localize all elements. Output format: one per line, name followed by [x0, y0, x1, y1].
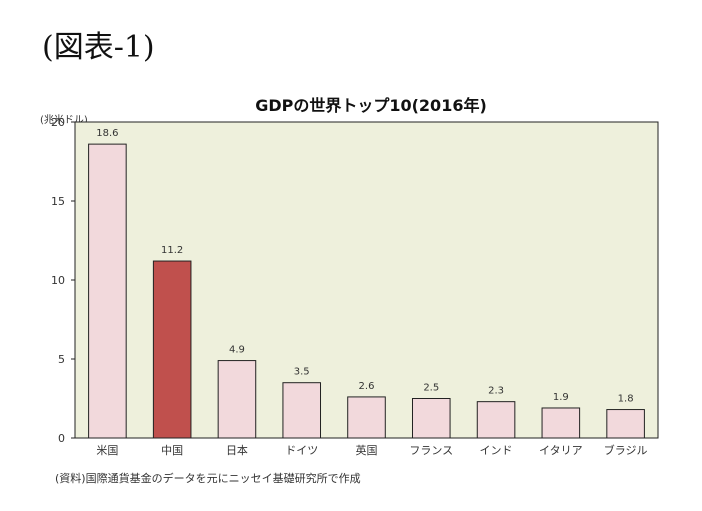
x-tick-label: イタリア	[539, 444, 583, 457]
bar	[88, 143, 127, 439]
chart-title: GDPの世界トップ10(2016年)	[255, 96, 487, 115]
x-tick-label: 米国	[96, 444, 118, 457]
x-tick-label: ドイツ	[285, 444, 318, 457]
bar-value-label: 18.6	[96, 128, 118, 139]
bar	[541, 407, 581, 439]
y-axis: 0 5 10 15 20	[51, 116, 75, 445]
bar-value-label: 3.5	[294, 367, 310, 378]
bar-value-label: 1.8	[618, 394, 634, 405]
y-tick-label: 5	[58, 353, 65, 366]
x-tick-label: 日本	[226, 443, 248, 457]
bar	[152, 260, 192, 439]
bar-value-label: 2.5	[423, 383, 439, 394]
y-tick-label: 10	[51, 274, 65, 287]
bar-value-label: 4.9	[229, 345, 245, 356]
bar	[347, 396, 386, 439]
figure-label: (図表-1)	[42, 30, 155, 65]
y-axis-unit-label: (兆米ドル)	[40, 115, 88, 126]
source-note: (資料)国際通貨基金のデータを元にニッセイ基礎研究所で作成	[55, 472, 361, 485]
x-tick-label: 英国	[356, 443, 378, 457]
bar	[476, 401, 516, 439]
y-tick-label: 15	[51, 195, 65, 208]
bar	[606, 409, 645, 439]
x-tick-label: 中国	[161, 444, 183, 457]
value-labels: 18.6 11.2 4.9 3.5 2.6 2.5 2.3 1.9 1.8	[96, 128, 633, 404]
bar-value-label: 2.3	[488, 386, 504, 397]
x-tick-label: フランス	[409, 444, 453, 457]
bar	[217, 360, 257, 439]
bars	[88, 143, 645, 439]
y-tick-label: 20	[51, 116, 65, 129]
bar-value-label: 2.6	[359, 381, 375, 392]
bar-value-label: 11.2	[161, 245, 183, 256]
x-axis: 米国 中国 日本 ドイツ 英国 フランス インド イタリア ブラジル	[96, 443, 647, 457]
x-tick-label: インド	[480, 444, 513, 457]
bar	[282, 382, 322, 439]
y-tick-label: 0	[58, 432, 65, 445]
x-tick-label: ブラジル	[604, 443, 648, 457]
bar-value-label: 1.9	[553, 392, 569, 403]
bar	[411, 398, 451, 439]
